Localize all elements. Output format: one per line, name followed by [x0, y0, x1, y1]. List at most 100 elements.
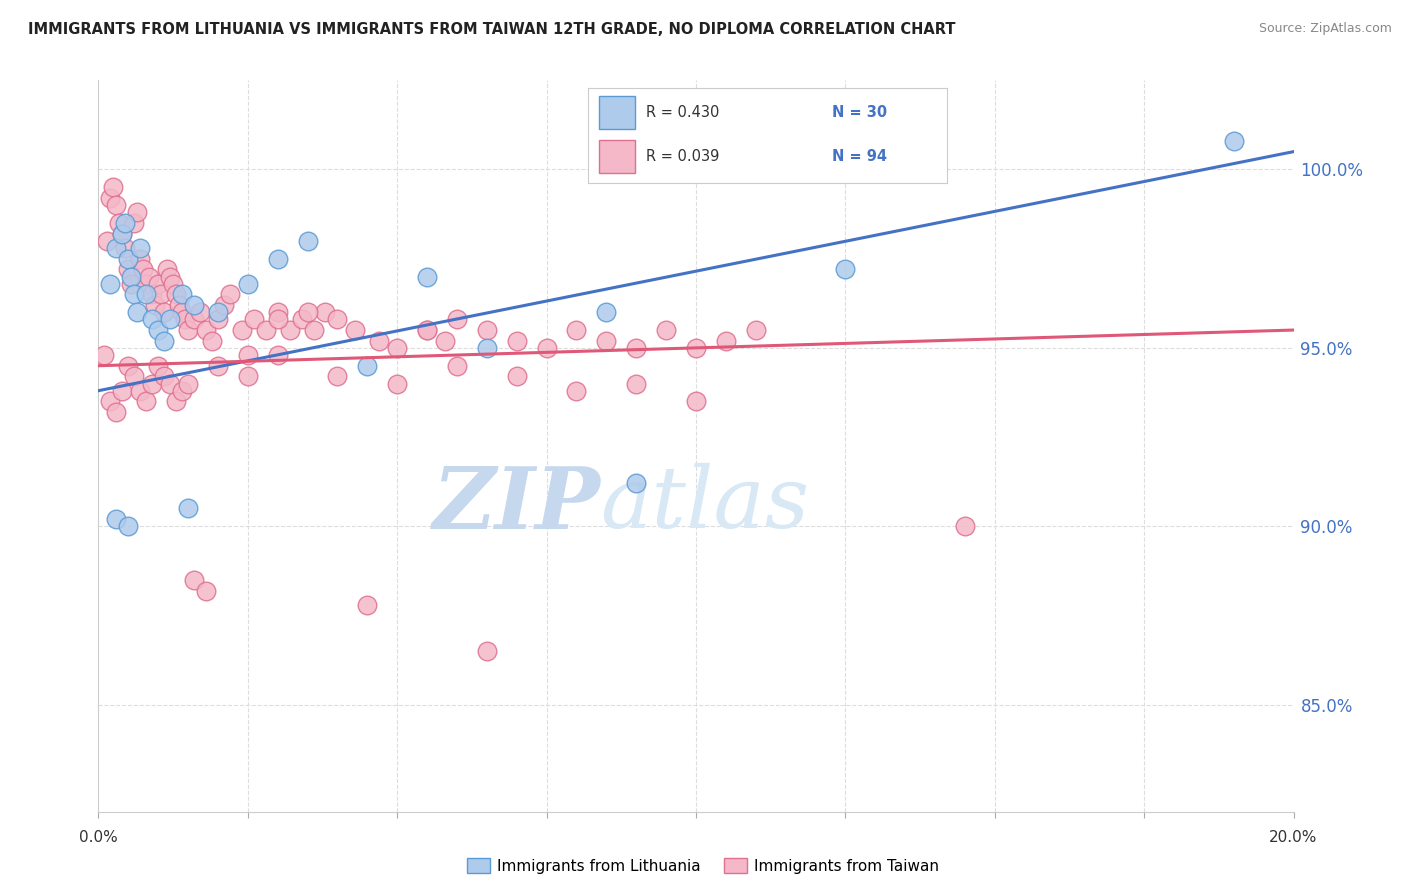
Point [685, 394, 707, 409]
Point [156, 262, 179, 277]
Point [236, 369, 259, 384]
Point [96, 234, 118, 248]
Point [219, 287, 242, 301]
Point [127, 305, 149, 319]
Legend: Immigrants from Lithuania, Immigrants from Taiwan: Immigrants from Lithuania, Immigrants fr… [461, 852, 945, 880]
Point [105, 512, 128, 526]
Point [129, 252, 152, 266]
Point [117, 359, 139, 373]
Point [105, 241, 128, 255]
Point [148, 359, 170, 373]
Point [267, 305, 290, 319]
Point [626, 376, 648, 391]
Point [172, 305, 194, 319]
Point [207, 305, 229, 319]
Point [475, 323, 498, 337]
Point [177, 323, 200, 337]
Text: IMMIGRANTS FROM LITHUANIA VS IMMIGRANTS FROM TAIWAN 12TH GRADE, NO DIPLOMA CORRE: IMMIGRANTS FROM LITHUANIA VS IMMIGRANTS … [28, 22, 956, 37]
Point [162, 277, 184, 291]
Point [135, 287, 157, 301]
Point [132, 262, 155, 277]
Point [129, 384, 152, 398]
Point [368, 334, 391, 348]
Point [834, 262, 856, 277]
Point [100, 394, 122, 409]
Point [183, 312, 205, 326]
Point [159, 269, 181, 284]
Point [475, 341, 498, 355]
Point [174, 312, 197, 326]
Point [117, 262, 139, 277]
Point [595, 334, 617, 348]
Point [165, 287, 187, 301]
Point [236, 277, 259, 291]
Point [117, 519, 139, 533]
Point [595, 305, 617, 319]
Point [138, 269, 160, 284]
Point [344, 323, 367, 337]
Point [172, 287, 194, 301]
Point [100, 277, 122, 291]
Point [159, 312, 181, 326]
Point [1222, 134, 1246, 148]
Point [267, 312, 290, 326]
Point [745, 323, 768, 337]
Point [150, 287, 173, 301]
Point [124, 287, 146, 301]
Point [129, 241, 152, 255]
Point [135, 277, 157, 291]
Point [177, 376, 200, 391]
Point [290, 312, 312, 326]
Point [159, 376, 181, 391]
Point [297, 234, 319, 248]
Point [655, 323, 678, 337]
Text: atlas: atlas [600, 463, 810, 546]
Point [153, 369, 176, 384]
Point [108, 216, 131, 230]
Point [475, 644, 498, 658]
Text: 0.0%: 0.0% [79, 830, 118, 845]
Point [267, 252, 290, 266]
Point [267, 348, 290, 362]
Point [953, 519, 976, 533]
Point [124, 369, 146, 384]
Point [278, 323, 301, 337]
Point [297, 305, 319, 319]
Point [111, 384, 134, 398]
Point [111, 227, 134, 241]
Point [135, 394, 157, 409]
Point [626, 476, 648, 491]
Point [117, 252, 139, 266]
Point [416, 323, 439, 337]
Point [565, 323, 588, 337]
Point [326, 369, 349, 384]
Point [506, 369, 529, 384]
Point [100, 191, 122, 205]
Point [302, 323, 325, 337]
Point [416, 269, 439, 284]
Point [195, 323, 218, 337]
Point [207, 312, 229, 326]
Point [416, 323, 439, 337]
Point [143, 298, 166, 312]
Point [356, 359, 378, 373]
Point [714, 334, 737, 348]
Point [153, 334, 176, 348]
Point [172, 384, 194, 398]
Point [120, 269, 142, 284]
Point [183, 573, 205, 587]
Point [446, 359, 468, 373]
Point [236, 348, 259, 362]
Point [114, 241, 136, 255]
Point [188, 305, 211, 319]
Text: 20.0%: 20.0% [1270, 830, 1317, 845]
Point [212, 298, 235, 312]
Point [124, 216, 146, 230]
Point [120, 277, 142, 291]
Point [183, 298, 205, 312]
Point [506, 334, 529, 348]
Point [141, 312, 163, 326]
Point [103, 180, 125, 194]
Point [148, 277, 170, 291]
Point [536, 341, 558, 355]
